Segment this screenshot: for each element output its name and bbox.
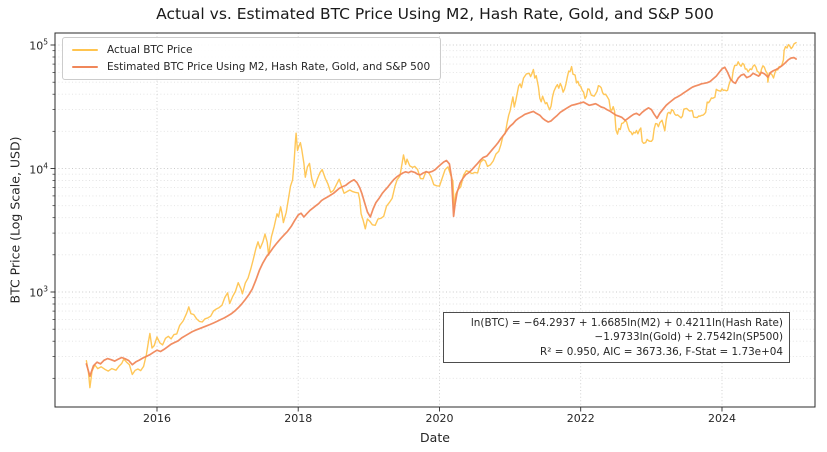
y-tick-label: 103 [29, 284, 48, 300]
legend-label-estimated: Estimated BTC Price Using M2, Hash Rate,… [107, 61, 431, 73]
x-tick-label: 2018 [284, 412, 313, 425]
y-tick-label: 104 [29, 161, 48, 176]
actual-line-swatch [72, 48, 98, 52]
x-tick-label: 2016 [142, 412, 171, 425]
x-tick-label: 2020 [425, 412, 454, 425]
regression-annotation-box: ln(BTC) = −64.2937 + 1.6685ln(M2) + 0.42… [443, 312, 790, 364]
legend-item-estimated: Estimated BTC Price Using M2, Hash Rate,… [72, 61, 430, 73]
x-axis-label: Date [420, 430, 450, 445]
regression-equation-line-2: −1.9733ln(Gold) + 2.7542ln(SP500) [594, 331, 783, 344]
y-tick-label: 105 [29, 37, 48, 53]
legend-item-actual: Actual BTC Price [72, 44, 430, 56]
legend: Actual BTC Price Estimated BTC Price Usi… [62, 37, 442, 80]
regression-equation-line-1: ln(BTC) = −64.2937 + 1.6685ln(M2) + 0.42… [470, 317, 783, 329]
x-tick-label: 2024 [707, 412, 736, 425]
chart-title: Actual vs. Estimated BTC Price Using M2,… [156, 5, 714, 23]
estimated-line-swatch [72, 65, 98, 69]
legend-label-actual: Actual BTC Price [107, 44, 193, 56]
x-tick-label: 2022 [566, 412, 595, 425]
regression-stats-line: R² = 0.950, AIC = 3673.36, F-Stat = 1.73… [540, 345, 783, 358]
